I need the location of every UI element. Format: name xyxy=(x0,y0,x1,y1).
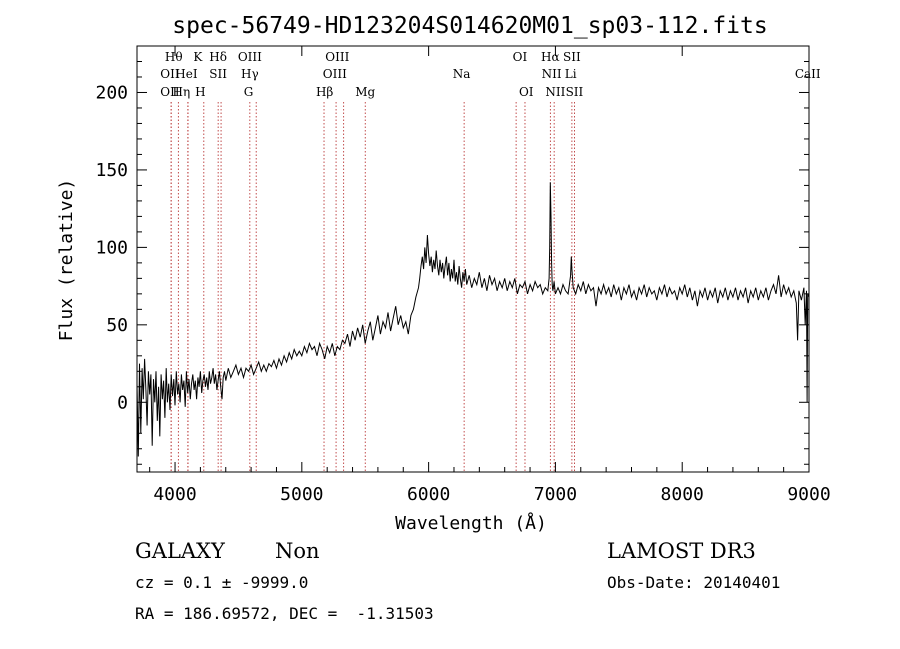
y-tick-label-4: 200 xyxy=(95,82,128,103)
spectral-line-label-4: OIII xyxy=(325,50,349,64)
spectral-line-label-6: Hα xyxy=(541,50,560,64)
x-tick-label-3: 7000 xyxy=(534,484,577,505)
y-tick-label-0: 0 xyxy=(117,392,128,413)
spectral-line-label-20: G xyxy=(244,85,254,99)
coordinates-line: RA = 186.69572, DEC = -1.31503 xyxy=(135,604,434,623)
x-tick-label-2: 6000 xyxy=(407,484,450,505)
spectral-line-label-10: SII xyxy=(209,67,227,81)
y-axis: 0 50 100 150 200 xyxy=(95,60,809,465)
spectral-line-label-0: Hθ xyxy=(165,50,183,64)
x-tick-label-5: 9000 xyxy=(787,484,830,505)
spectral-line-label-18: Hη xyxy=(173,85,191,99)
x-axis: 4000 5000 6000 7000 8000 9000 xyxy=(149,46,831,505)
spectral-line-label-24: NII xyxy=(545,85,565,99)
redshift-line: cz = 0.1 ± -9999.0 xyxy=(135,573,309,592)
x-tick-label-1: 5000 xyxy=(280,484,323,505)
x-axis-label: Wavelength (Å) xyxy=(395,512,547,534)
spectral-line-label-1: K xyxy=(193,50,203,64)
spectral-line-label-12: OIII xyxy=(323,67,347,81)
y-tick-label-3: 150 xyxy=(95,160,128,181)
class-label: GALAXY xyxy=(135,539,225,563)
spectral-line-label-3: OIII xyxy=(238,50,262,64)
x-tick-label-0: 4000 xyxy=(153,484,196,505)
spectral-line-markers xyxy=(170,102,575,472)
spectral-line-label-16: CaII xyxy=(795,67,821,81)
x-tick-label-4: 8000 xyxy=(661,484,704,505)
spectral-line-label-15: Li xyxy=(565,67,577,81)
spectral-line-label-17: OII xyxy=(160,85,180,99)
spectral-line-label-25: SII xyxy=(566,85,584,99)
spectral-line-label-9: HeI xyxy=(175,67,198,81)
spectral-line-label-7: SII xyxy=(563,50,581,64)
y-axis-label: Flux (relative) xyxy=(56,179,77,342)
y-tick-label-1: 50 xyxy=(106,315,128,336)
spectral-line-label-21: Hβ xyxy=(316,85,333,99)
spectral-line-label-19: H xyxy=(195,85,205,99)
spectral-line-label-11: Hγ xyxy=(241,67,259,81)
survey-label: LAMOST DR3 xyxy=(607,539,756,563)
chart-title: spec-56749-HD123204S014620M01_sp03-112.f… xyxy=(172,13,767,39)
spectral-line-label-5: OI xyxy=(513,50,528,64)
plot-frame xyxy=(136,45,810,473)
subclass-label: Non xyxy=(275,539,320,563)
spectral-line-label-8: OII xyxy=(160,67,180,81)
spectral-line-label-22: Mg xyxy=(355,85,375,99)
obs-date: Obs-Date: 20140401 xyxy=(607,573,781,592)
spectrum-series-line xyxy=(136,182,810,457)
spectral-line-label-23: OI xyxy=(519,85,534,99)
spectral-line-label-2: Hδ xyxy=(209,50,227,64)
y-tick-label-2: 100 xyxy=(95,237,128,258)
spectral-line-label-13: Na xyxy=(453,67,471,81)
spectral-line-label-14: NII xyxy=(542,67,562,81)
